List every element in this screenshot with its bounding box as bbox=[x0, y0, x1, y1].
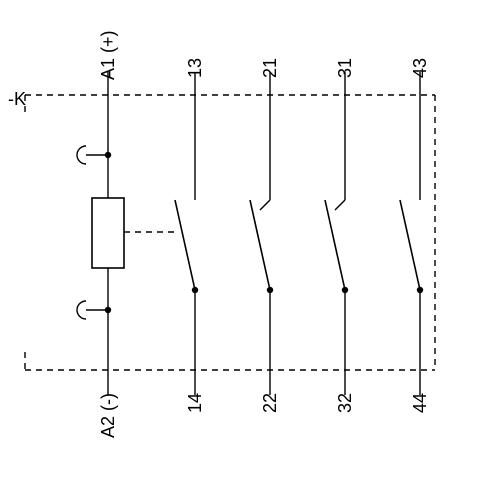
contact-3-arm bbox=[400, 200, 420, 290]
contact-0-label-bottom: 14 bbox=[185, 393, 205, 413]
diagram-group bbox=[25, 95, 435, 370]
contact-3-label-top: 43 bbox=[410, 58, 430, 78]
contact-2-nc-tick bbox=[335, 200, 345, 210]
jack-top bbox=[77, 146, 86, 164]
jack-bottom bbox=[77, 301, 86, 319]
coil-terminal-bottom-label: A2 (-) bbox=[98, 393, 118, 438]
contact-3-label-bottom: 44 bbox=[410, 393, 430, 413]
contact-1-nc-tick bbox=[260, 200, 270, 210]
contact-0-arm bbox=[175, 200, 195, 290]
contact-2-label-top: 31 bbox=[335, 58, 355, 78]
contact-2-label-bottom: 32 bbox=[335, 393, 355, 413]
contact-1-label-top: 21 bbox=[260, 58, 280, 78]
coil-terminal-top-label: A1 (+) bbox=[98, 30, 118, 80]
contact-1-label-bottom: 22 bbox=[260, 393, 280, 413]
contact-2-arm bbox=[325, 200, 345, 290]
relay-schematic: -K A1 (+) A2 (-) 13 14 21 22 31 32 43 44 bbox=[0, 0, 500, 500]
contact-0-label-top: 13 bbox=[185, 58, 205, 78]
coil-rect bbox=[92, 198, 124, 268]
contact-1-arm bbox=[250, 200, 270, 290]
designator-label: -K bbox=[8, 89, 26, 109]
